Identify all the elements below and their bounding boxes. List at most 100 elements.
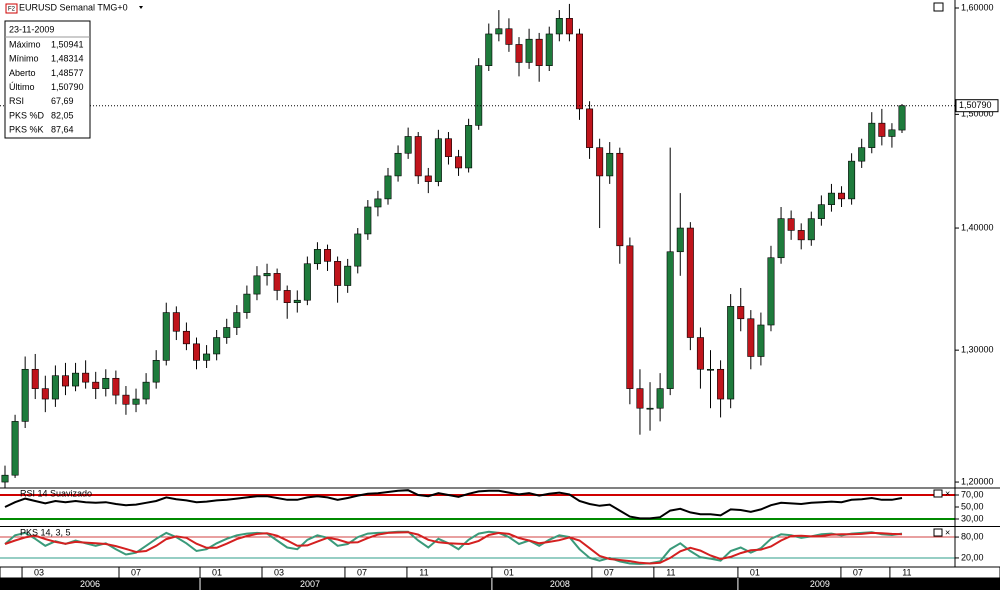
info-box bbox=[4, 20, 91, 139]
candle-body bbox=[707, 368, 715, 371]
candle-body bbox=[293, 299, 301, 303]
candle-body bbox=[646, 407, 654, 410]
info-value: 1,48577 bbox=[51, 68, 84, 78]
candle-body bbox=[223, 327, 231, 338]
x-tick-label: 07 bbox=[357, 567, 367, 577]
close-button[interactable]: × bbox=[945, 527, 950, 537]
candle-body bbox=[61, 375, 69, 387]
candle-body bbox=[92, 381, 100, 389]
candle-body bbox=[192, 343, 200, 361]
candle-body bbox=[475, 65, 483, 126]
candle-body bbox=[455, 156, 463, 169]
plot-layer: 1,20000 1,30000 1,40000 1,50000 1,60000 1,507… bbox=[0, 2, 999, 565]
x-tick-label: 11 bbox=[902, 567, 911, 577]
x-tick-label: 07 bbox=[604, 567, 614, 577]
chart-title: EURUSD Semanal TMG+0 bbox=[19, 2, 128, 12]
candle-body bbox=[213, 337, 221, 355]
year-label: 2007 bbox=[300, 579, 320, 589]
x-tick-label: 01 bbox=[212, 567, 222, 577]
panel-title: RSI 14 Suavizado bbox=[20, 488, 92, 498]
y-tick-label: 1,60000 bbox=[961, 2, 994, 12]
x-tick-label: 11 bbox=[419, 567, 428, 577]
y-tick-label: 1,50000 bbox=[961, 109, 994, 119]
candle-body bbox=[727, 306, 735, 400]
y-tick-label: 1,40000 bbox=[961, 222, 994, 232]
info-label: RSI bbox=[9, 96, 24, 106]
x-tick-label: 03 bbox=[274, 567, 284, 577]
candle-body bbox=[757, 324, 765, 357]
candle-body bbox=[596, 147, 604, 177]
panel-button[interactable] bbox=[933, 528, 943, 537]
candle-body bbox=[253, 275, 261, 295]
maximize-button[interactable] bbox=[933, 2, 944, 12]
candle-body bbox=[838, 192, 846, 200]
candle-body bbox=[102, 377, 110, 389]
indicator-line bbox=[4, 530, 903, 565]
candle-body bbox=[313, 249, 321, 265]
last-price-box bbox=[955, 99, 999, 113]
info-label: Aberto bbox=[9, 68, 36, 78]
candle-body bbox=[878, 122, 886, 137]
candle-body bbox=[82, 372, 90, 383]
candle-body bbox=[717, 368, 725, 400]
candle-body bbox=[142, 381, 150, 400]
candle-body bbox=[11, 421, 19, 476]
candle-body bbox=[515, 44, 523, 63]
candle-body bbox=[485, 33, 493, 66]
candle-body bbox=[72, 372, 80, 387]
y-tick-label: 30,00 bbox=[961, 513, 984, 523]
info-value: 1,50790 bbox=[51, 82, 84, 92]
candle-body bbox=[273, 273, 281, 291]
candle-body bbox=[656, 388, 664, 409]
info-value: 1,50941 bbox=[51, 39, 84, 49]
info-value: 67,69 bbox=[51, 96, 74, 106]
year-axis bbox=[0, 578, 1000, 590]
candle-body bbox=[525, 38, 533, 63]
candle-body bbox=[545, 33, 553, 66]
month-axis bbox=[0, 566, 1000, 579]
candle-body bbox=[203, 353, 211, 361]
dropdown[interactable] bbox=[139, 6, 143, 9]
candle-body bbox=[424, 175, 432, 182]
candle-body bbox=[858, 147, 866, 162]
close-button[interactable]: × bbox=[945, 488, 950, 498]
candle-body bbox=[414, 136, 422, 177]
candle-body bbox=[132, 398, 140, 405]
candle-body bbox=[575, 33, 583, 110]
candle-body bbox=[868, 122, 876, 148]
candle-body bbox=[354, 233, 362, 267]
candle-body bbox=[827, 192, 835, 205]
y-tick-label: 20,00 bbox=[961, 552, 984, 562]
x-tick-label: 07 bbox=[131, 567, 141, 577]
candle-body bbox=[495, 28, 503, 35]
candle-body bbox=[817, 204, 825, 219]
year-label: 2006 bbox=[80, 579, 100, 589]
y-tick-label: 50,00 bbox=[961, 501, 984, 511]
candle-body bbox=[848, 160, 856, 200]
candle-body bbox=[807, 218, 815, 241]
candle-body bbox=[394, 152, 402, 177]
candle-body bbox=[263, 273, 271, 277]
candle-body bbox=[434, 138, 442, 182]
candle-body bbox=[465, 125, 473, 169]
candle-body bbox=[686, 227, 694, 338]
candle-body bbox=[31, 368, 39, 389]
candle-body bbox=[364, 206, 372, 235]
y-tick-label: 80,00 bbox=[961, 531, 984, 541]
panel-button[interactable] bbox=[933, 489, 943, 498]
candle-body bbox=[172, 312, 180, 332]
candle-body bbox=[696, 337, 704, 370]
candle-body bbox=[626, 245, 634, 389]
info-value: 1,48314 bbox=[51, 54, 84, 64]
candle-body bbox=[374, 198, 382, 208]
candle-body bbox=[324, 249, 332, 262]
candle-body bbox=[41, 388, 49, 400]
info-date: 23-11-2009 bbox=[9, 24, 54, 34]
indicator-line bbox=[4, 531, 903, 565]
icon[interactable] bbox=[5, 3, 18, 14]
candle-body bbox=[797, 230, 805, 241]
candle-body bbox=[767, 257, 775, 326]
candle-body bbox=[303, 263, 311, 301]
candle-body bbox=[152, 360, 160, 383]
